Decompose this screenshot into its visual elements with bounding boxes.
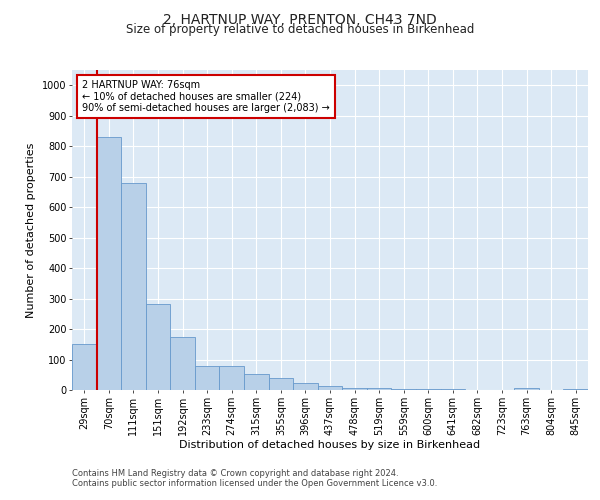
Bar [293, 384, 318, 390]
Text: Size of property relative to detached houses in Birkenhead: Size of property relative to detached ho… [126, 22, 474, 36]
Bar [514, 388, 539, 390]
Text: Contains public sector information licensed under the Open Government Licence v3: Contains public sector information licen… [72, 478, 437, 488]
Text: 2 HARTNUP WAY: 76sqm
← 10% of detached houses are smaller (224)
90% of semi-deta: 2 HARTNUP WAY: 76sqm ← 10% of detached h… [82, 80, 330, 113]
Bar [146, 304, 170, 390]
Bar [121, 183, 146, 390]
Text: 2, HARTNUP WAY, PRENTON, CH43 7ND: 2, HARTNUP WAY, PRENTON, CH43 7ND [163, 12, 437, 26]
Bar [342, 388, 367, 390]
Bar [318, 386, 342, 390]
Bar [367, 388, 391, 390]
Y-axis label: Number of detached properties: Number of detached properties [26, 142, 37, 318]
Bar [195, 366, 220, 390]
X-axis label: Distribution of detached houses by size in Birkenhead: Distribution of detached houses by size … [179, 440, 481, 450]
Bar [244, 374, 269, 390]
Bar [170, 336, 195, 390]
Text: Contains HM Land Registry data © Crown copyright and database right 2024.: Contains HM Land Registry data © Crown c… [72, 468, 398, 477]
Bar [97, 137, 121, 390]
Bar [220, 366, 244, 390]
Bar [72, 344, 97, 390]
Bar [269, 378, 293, 390]
